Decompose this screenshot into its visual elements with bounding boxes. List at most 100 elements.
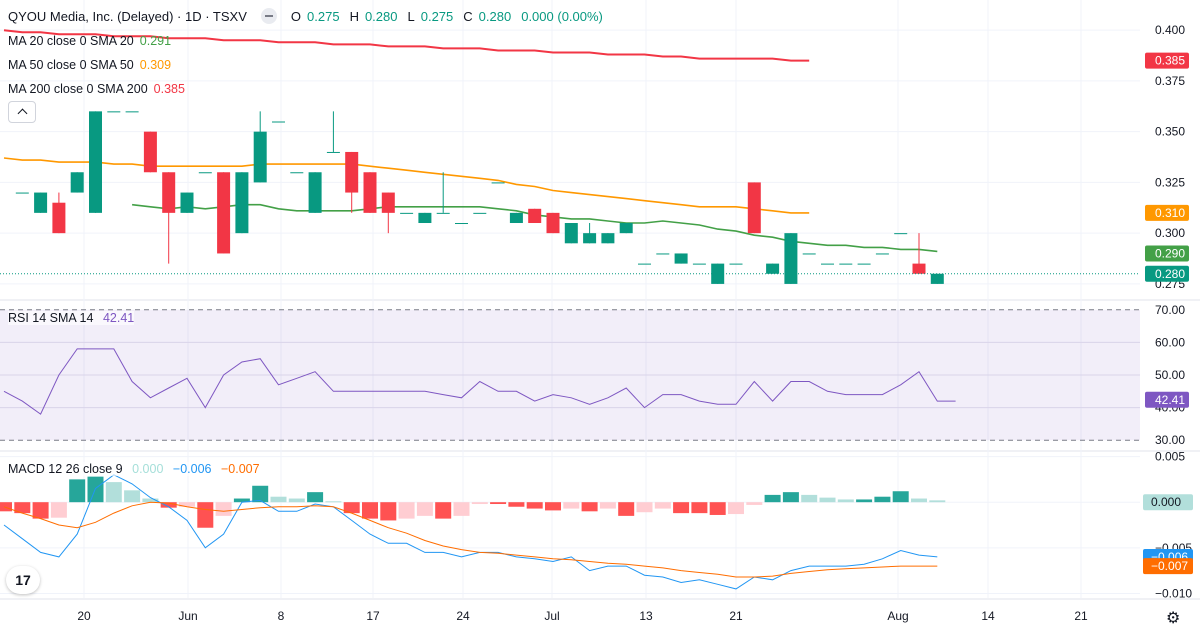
macd-histogram-bar xyxy=(709,502,726,515)
candle-body xyxy=(235,172,249,234)
macd-histogram-bar xyxy=(856,499,873,503)
legend-ma200[interactable]: MA 200 close 0 SMA 200 0.385 xyxy=(8,82,185,96)
settings-gear-icon[interactable]: ⚙ xyxy=(1166,610,1181,627)
candle-body xyxy=(692,263,706,265)
macd-histogram-bar xyxy=(728,502,744,515)
legend-ma20[interactable]: MA 20 close 0 SMA 20 0.291 xyxy=(8,34,171,48)
candle-body xyxy=(253,131,267,183)
legend-ma50[interactable]: MA 50 close 0 SMA 50 0.309 xyxy=(8,58,171,72)
macd-histogram-bar xyxy=(215,502,232,516)
macd-histogram-bar xyxy=(380,502,397,521)
candle-body xyxy=(162,172,176,213)
ma50-value: 0.309 xyxy=(139,58,172,72)
candle-body xyxy=(52,202,66,234)
macd-histogram-bar xyxy=(233,498,250,503)
high-label: H xyxy=(349,8,359,24)
rsi-tick-label: 30.00 xyxy=(1155,433,1185,447)
rsi-label: RSI 14 SMA 14 xyxy=(8,311,94,325)
tradingview-logo[interactable]: 17 xyxy=(6,566,40,594)
macd-histogram-bar xyxy=(362,502,378,519)
macd-histogram-bar xyxy=(581,502,598,512)
chevron-up-icon xyxy=(17,108,27,119)
candle-body xyxy=(34,192,48,213)
candle-body xyxy=(345,151,359,193)
candle-body xyxy=(473,212,487,214)
candle-body xyxy=(198,172,212,174)
macd-histogram-bar xyxy=(746,502,763,505)
macd-line xyxy=(3,474,938,590)
candle-body xyxy=(894,233,908,235)
macd-histogram-bar xyxy=(0,502,12,512)
candle-body xyxy=(857,263,871,265)
candle-body xyxy=(546,212,560,234)
symbol-header: QYOU Media, Inc. (Delayed) · 1D · TSXV O… xyxy=(8,8,607,24)
time-tick-label: 13 xyxy=(639,609,653,623)
ma200-line xyxy=(3,29,810,62)
macd-histogram-bar xyxy=(545,502,561,511)
collapse-legend-button[interactable] xyxy=(8,101,36,123)
candle-body xyxy=(180,192,194,213)
rsi-line xyxy=(3,348,956,415)
candle-body xyxy=(455,223,468,225)
macd-histogram-bar xyxy=(691,502,708,514)
price-tick-label: 0.325 xyxy=(1155,175,1185,189)
price-badge-label: 0.310 xyxy=(1155,206,1185,220)
macd-histogram-bar xyxy=(673,502,690,514)
symbol-title[interactable]: QYOU Media, Inc. (Delayed) · 1D · TSXV xyxy=(8,8,247,24)
price-badge xyxy=(1145,52,1189,69)
hide-series-icon[interactable] xyxy=(260,8,277,24)
macd-histogram-bar xyxy=(270,496,287,503)
macd-histogram-bar xyxy=(32,502,49,519)
macd-histogram-bar xyxy=(471,502,488,505)
macd-histogram-bar xyxy=(288,498,305,503)
macd-histogram-bar xyxy=(142,498,159,503)
macd-histogram-bar xyxy=(398,502,415,519)
close-label: C xyxy=(463,8,473,24)
candle-body xyxy=(107,111,121,113)
time-tick-label: 8 xyxy=(278,609,285,623)
candle-body xyxy=(400,212,414,214)
rsi-tick-label: 50.00 xyxy=(1155,368,1185,382)
macd-histogram-bar xyxy=(124,490,141,503)
macd-histogram-bar xyxy=(416,502,433,516)
ma200-label: MA 200 close 0 SMA 200 xyxy=(8,82,148,96)
macd-histogram-bar xyxy=(343,502,360,514)
macd-line-value: −0.006 xyxy=(172,462,212,476)
macd-histogram-bar xyxy=(526,502,543,509)
macd-histogram-bar xyxy=(197,502,214,528)
legend-rsi[interactable]: RSI 14 SMA 14 42.41 xyxy=(8,311,135,325)
time-axis: 20 Jun 8 17 24 Jul 13 21 Aug 14 21 xyxy=(77,609,1088,623)
candle-body xyxy=(564,223,578,244)
macd-histogram-bar xyxy=(911,498,927,503)
open-value: 0.275 xyxy=(307,8,340,24)
candle-body xyxy=(70,172,84,193)
candle-body xyxy=(363,172,377,213)
candle-body xyxy=(143,131,157,173)
candle-body xyxy=(802,253,816,255)
macd-histogram-bar xyxy=(490,502,507,505)
macd-histogram-bar xyxy=(69,479,86,503)
macd-signal-value: −0.007 xyxy=(220,462,260,476)
macd-histogram-bar xyxy=(892,491,909,503)
macd-histogram-bar xyxy=(105,482,122,503)
macd-histogram-bar xyxy=(252,485,269,503)
low-label: L xyxy=(407,8,415,24)
candle-body xyxy=(272,121,285,123)
price-badge-label: 0.385 xyxy=(1155,54,1185,68)
macd-hist-value: 0.000 xyxy=(132,462,164,476)
ma50-label: MA 50 close 0 SMA 50 xyxy=(8,58,134,72)
price-axis: 0.4000.3750.3500.3250.3000.2750.3850.310… xyxy=(1143,23,1193,600)
candle-body xyxy=(528,208,542,224)
macd-badge xyxy=(1143,558,1193,575)
price-tick-label: 0.400 xyxy=(1155,23,1185,37)
macd-histogram-bar xyxy=(508,502,525,507)
rsi-value: 42.41 xyxy=(102,311,135,325)
macd-histogram-bar xyxy=(307,492,324,503)
ma20-label: MA 20 close 0 SMA 20 xyxy=(8,34,134,48)
legend-macd[interactable]: MACD 12 26 close 9 0.000 −0.006 −0.007 xyxy=(8,462,260,476)
macd-histogram-bar xyxy=(14,502,31,514)
macd-histogram-bar xyxy=(654,502,671,509)
candle-body xyxy=(15,192,29,194)
